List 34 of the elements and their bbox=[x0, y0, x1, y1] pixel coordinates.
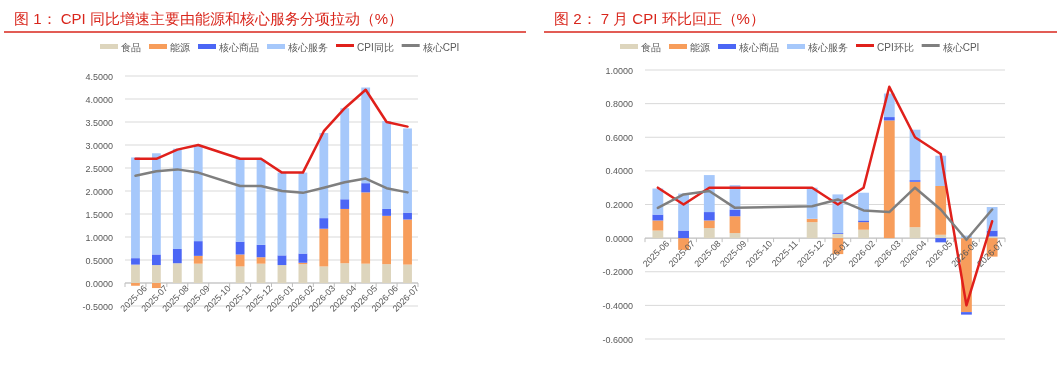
y-tick-label: -0.2000 bbox=[602, 267, 633, 278]
y-tick-label: -0.4000 bbox=[602, 300, 633, 311]
y-tick-label: 1.0000 bbox=[85, 232, 113, 243]
y-tick-label: 0.2000 bbox=[605, 200, 633, 210]
legend-label: 核心CPI bbox=[941, 42, 980, 53]
chart-title: 图 1： CPI 同比增速主要由能源和核心服务分项拉动（%） bbox=[14, 10, 404, 27]
y-tick-label: 0.0000 bbox=[85, 278, 113, 289]
legend-label: CPI同比 bbox=[357, 42, 394, 53]
legend-label: 核心商品 bbox=[738, 42, 779, 53]
y-tick-label: 4.0000 bbox=[85, 94, 113, 105]
y-tick-label: 0.6000 bbox=[605, 132, 633, 143]
legend-label: 食品 bbox=[121, 42, 141, 53]
y-tick-label: -0.5000 bbox=[82, 301, 113, 312]
y-tick-label: 0.4000 bbox=[605, 166, 633, 177]
y-tick-label: 1.0000 bbox=[605, 65, 633, 76]
y-tick-label: 1.5000 bbox=[85, 209, 113, 220]
legend-label: 核心商品 bbox=[218, 42, 259, 53]
legend-label: 核心服务 bbox=[807, 42, 848, 53]
y-tick-label: 3.0000 bbox=[85, 140, 113, 151]
y-tick-label: 0.8000 bbox=[605, 99, 633, 110]
y-tick-label: 2.0000 bbox=[85, 186, 113, 197]
y-tick-label: 3.5000 bbox=[85, 117, 113, 128]
y-tick-label: 2.5000 bbox=[85, 163, 113, 174]
legend-label: 核心CPI bbox=[421, 42, 460, 53]
legend-label: 食品 bbox=[641, 42, 661, 53]
y-tick-label: 4.5000 bbox=[85, 71, 113, 82]
chart-title: 图 2： 7 月 CPI 环比回正（%） bbox=[554, 10, 765, 27]
legend-label: 能源 bbox=[170, 42, 190, 53]
legend-label: CPI环比 bbox=[877, 42, 914, 53]
y-tick-label: -0.6000 bbox=[602, 334, 633, 345]
legend-label: 核心服务 bbox=[287, 42, 328, 53]
y-tick-label: 0.5000 bbox=[85, 255, 113, 266]
legend-label: 能源 bbox=[690, 42, 710, 53]
y-tick-label: 0.0000 bbox=[605, 233, 633, 244]
